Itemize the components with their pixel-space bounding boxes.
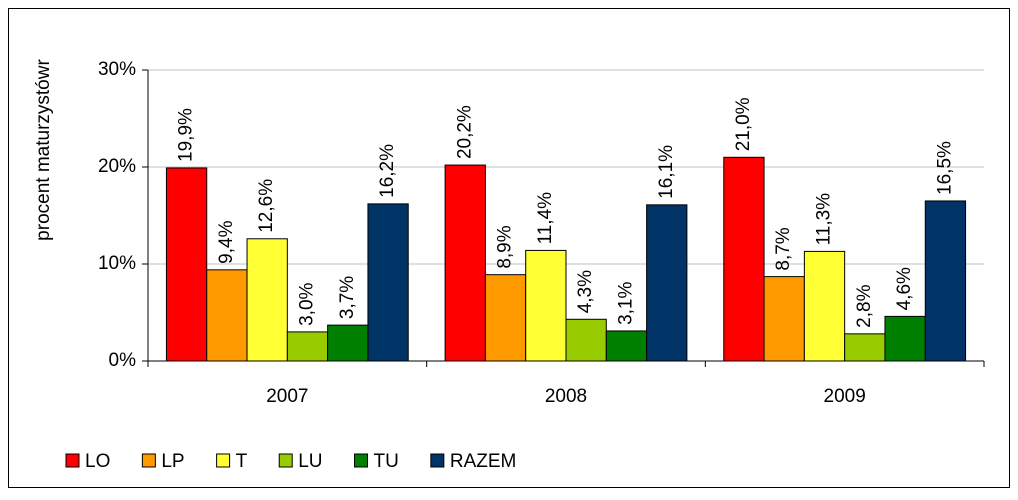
value-label: 21,0% [733,97,754,151]
legend-swatch [65,453,80,468]
legend-swatch [216,453,231,468]
bar [286,331,329,362]
legend-label: T [236,451,248,472]
bar [605,330,648,362]
legend-swatch [354,453,369,468]
bar [884,315,926,362]
bar [924,200,967,362]
bar [444,164,486,362]
bar [327,324,369,362]
value-label: 3,1% [615,282,636,325]
value-label: 19,9% [176,108,197,162]
value-label: 16,2% [377,144,398,198]
value-label: 8,7% [773,227,794,270]
bar [803,250,846,362]
x-tick-label: 2009 [824,386,866,407]
value-label: 12,6% [256,179,277,233]
value-label: 16,5% [934,141,955,195]
legend-swatch [430,453,445,468]
bar [565,318,607,362]
legend-swatch [278,453,293,468]
bar [165,167,208,362]
value-label: 16,1% [656,145,677,199]
y-axis-title: procent maturzystówr [33,59,54,241]
bar [367,203,409,362]
value-label: 8,9% [495,225,516,268]
legend-label: LU [298,451,322,472]
x-tick-label: 2007 [266,386,308,407]
value-label: 11,4% [535,192,556,245]
value-label: 20,2% [454,105,475,159]
y-tick-label: 30% [98,59,136,80]
bar [206,269,248,362]
bar [763,276,805,362]
y-tick-label: 10% [98,253,136,274]
value-label: 9,4% [216,220,237,263]
bar [484,274,527,362]
legend-swatch [141,453,156,468]
value-label: 4,3% [575,270,596,313]
legend-label: LO [85,451,110,472]
y-tick-label: 20% [98,156,136,177]
bar [246,238,288,362]
bar [525,249,567,362]
legend-label: RAZEM [450,451,517,472]
value-label: 4,6% [894,267,915,310]
legend-label: LP [161,451,184,472]
bar [723,156,765,362]
bar [646,204,688,362]
value-label: 3,7% [337,276,358,319]
value-label: 2,8% [854,284,875,327]
value-label: 11,3% [814,193,835,246]
y-tick-label: 0% [109,350,137,371]
value-label: 3,0% [296,282,317,325]
legend-label: TU [374,451,399,472]
bar [844,333,886,362]
x-tick-label: 2008 [545,386,587,407]
